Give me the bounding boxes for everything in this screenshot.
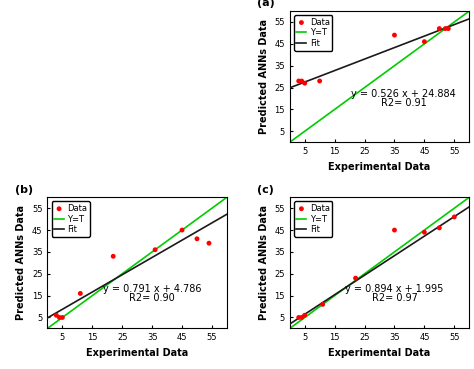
Fit [298, 315, 303, 319]
Fit [451, 215, 457, 219]
Data [391, 32, 398, 38]
Data [391, 227, 398, 233]
Fit [209, 221, 214, 225]
Data [445, 25, 452, 31]
Data [295, 78, 302, 84]
Fit [294, 317, 300, 321]
Fit [298, 82, 303, 86]
Data [76, 290, 84, 296]
Data [53, 312, 60, 318]
Data [298, 314, 306, 320]
Fit [457, 210, 463, 215]
Text: (c): (c) [257, 184, 274, 195]
Data [59, 314, 66, 320]
Data [55, 314, 63, 320]
Fit [92, 288, 98, 293]
Fit [287, 322, 292, 326]
Data [193, 236, 201, 242]
Fit [287, 86, 292, 90]
Data [295, 314, 302, 320]
Data [450, 214, 458, 220]
Data [436, 25, 443, 31]
Fit [52, 311, 57, 316]
Y-axis label: Predicted ANNs Data: Predicted ANNs Data [259, 205, 269, 320]
Fit [224, 212, 230, 217]
Fit [45, 316, 50, 320]
Text: R2= 0.91: R2= 0.91 [381, 98, 426, 108]
Data [319, 301, 327, 307]
Data [205, 240, 213, 246]
Data [301, 80, 309, 86]
Fit [320, 73, 326, 77]
Line: Fit: Fit [290, 207, 469, 324]
Legend: Data, Y=T, Fit: Data, Y=T, Fit [52, 201, 90, 237]
Fit [215, 217, 221, 222]
Text: y = 0.894 x + 1.995: y = 0.894 x + 1.995 [345, 284, 444, 294]
Y-axis label: Predicted ANNs Data: Predicted ANNs Data [17, 205, 27, 320]
Data [436, 225, 443, 231]
Data [298, 78, 306, 84]
Data [420, 229, 428, 235]
Fit [466, 204, 472, 209]
X-axis label: Experimental Data: Experimental Data [328, 348, 430, 358]
Data [301, 312, 309, 318]
Fit [335, 67, 340, 72]
Fit [294, 83, 300, 87]
Y-axis label: Predicted ANNs Data: Predicted ANNs Data [259, 19, 269, 134]
Legend: Data, Y=T, Fit: Data, Y=T, Fit [294, 15, 332, 51]
Data [420, 39, 428, 45]
Line: Fit: Fit [47, 214, 227, 318]
Text: R2= 0.97: R2= 0.97 [372, 293, 418, 303]
Fit [78, 296, 83, 301]
Fit [320, 300, 326, 304]
Data [352, 275, 359, 281]
X-axis label: Experimental Data: Experimental Data [86, 348, 188, 358]
Fit [451, 23, 457, 27]
Fit [466, 17, 472, 21]
Data [109, 254, 117, 259]
Data [151, 247, 159, 253]
Data [442, 25, 449, 31]
Legend: Data, Y=T, Fit: Data, Y=T, Fit [294, 201, 332, 237]
Text: (b): (b) [15, 184, 33, 195]
Fit [335, 291, 340, 295]
Fit [457, 20, 463, 24]
Data [316, 78, 323, 84]
Fit [55, 310, 61, 314]
Text: R2= 0.90: R2= 0.90 [129, 293, 175, 303]
Line: Fit: Fit [290, 19, 469, 88]
Text: y = 0.791 x + 4.786: y = 0.791 x + 4.786 [103, 284, 201, 294]
Text: (a): (a) [257, 0, 275, 8]
Text: y = 0.526 x + 24.884: y = 0.526 x + 24.884 [351, 89, 456, 99]
Data [178, 227, 186, 233]
X-axis label: Experimental Data: Experimental Data [328, 162, 430, 172]
